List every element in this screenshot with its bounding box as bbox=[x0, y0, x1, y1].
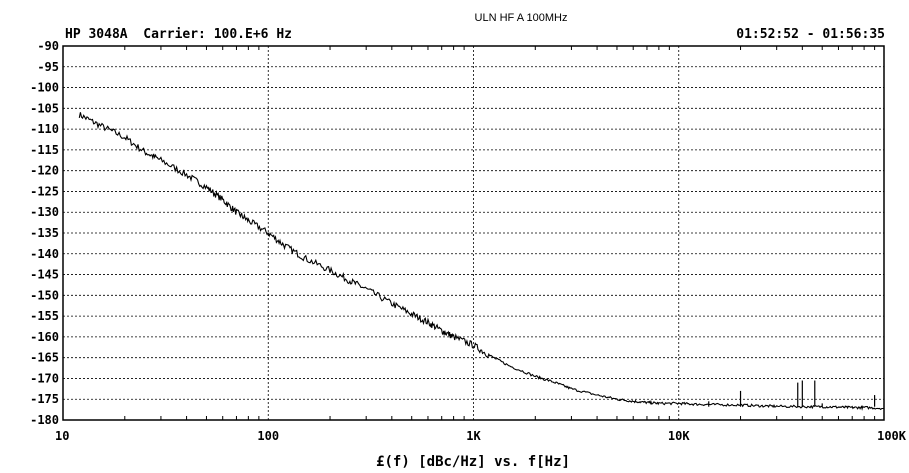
y-tick-label: -165 bbox=[30, 351, 59, 365]
y-tick-label: -95 bbox=[37, 60, 59, 74]
y-tick-label: -135 bbox=[30, 226, 59, 240]
x-tick-label: 100K bbox=[877, 429, 907, 443]
y-tick-label: -175 bbox=[30, 392, 59, 406]
y-tick-label: -160 bbox=[30, 330, 59, 344]
x-tick-label: 100 bbox=[257, 429, 279, 443]
chart-title: ULN HF A 100MHz bbox=[475, 12, 568, 24]
x-tick-label: 1K bbox=[466, 429, 481, 443]
time-range-header: 01:52:52 - 01:56:35 bbox=[736, 27, 885, 42]
x-tick-label: 10K bbox=[668, 429, 690, 443]
y-tick-label: -105 bbox=[30, 101, 59, 115]
y-tick-label: -125 bbox=[30, 184, 59, 198]
plot-frame bbox=[62, 45, 885, 421]
spurs bbox=[708, 380, 876, 407]
y-tick-label: -170 bbox=[30, 371, 59, 385]
instrument-carrier-header: HP 3048A Carrier: 100.E+6 Hz bbox=[65, 27, 292, 42]
grid bbox=[63, 46, 884, 420]
y-tick-label: -130 bbox=[30, 205, 59, 219]
y-tick-label: -90 bbox=[37, 39, 59, 53]
y-tick-label: -155 bbox=[30, 309, 59, 323]
y-axis-labels: -90 -95 -100 -105 -110 -115 -120 -125 -130 -135 -1… bbox=[30, 39, 59, 427]
y-tick-label: -100 bbox=[30, 81, 59, 95]
y-tick-label: -145 bbox=[30, 268, 59, 282]
x-axis-title: £(f) [dBc/Hz] vs. f[Hz] bbox=[376, 454, 570, 470]
y-tick-label: -115 bbox=[30, 143, 59, 157]
x-tick-label: 10 bbox=[55, 429, 69, 443]
noise-trace bbox=[78, 112, 885, 411]
x-axis-labels: 10 100 1K 10K 100K bbox=[55, 429, 907, 443]
y-tick-label: -140 bbox=[30, 247, 59, 261]
y-tick-label: -120 bbox=[30, 164, 59, 178]
y-tick-label: -150 bbox=[30, 288, 59, 302]
y-tick-label: -180 bbox=[30, 413, 59, 427]
y-tick-label: -110 bbox=[30, 122, 59, 136]
